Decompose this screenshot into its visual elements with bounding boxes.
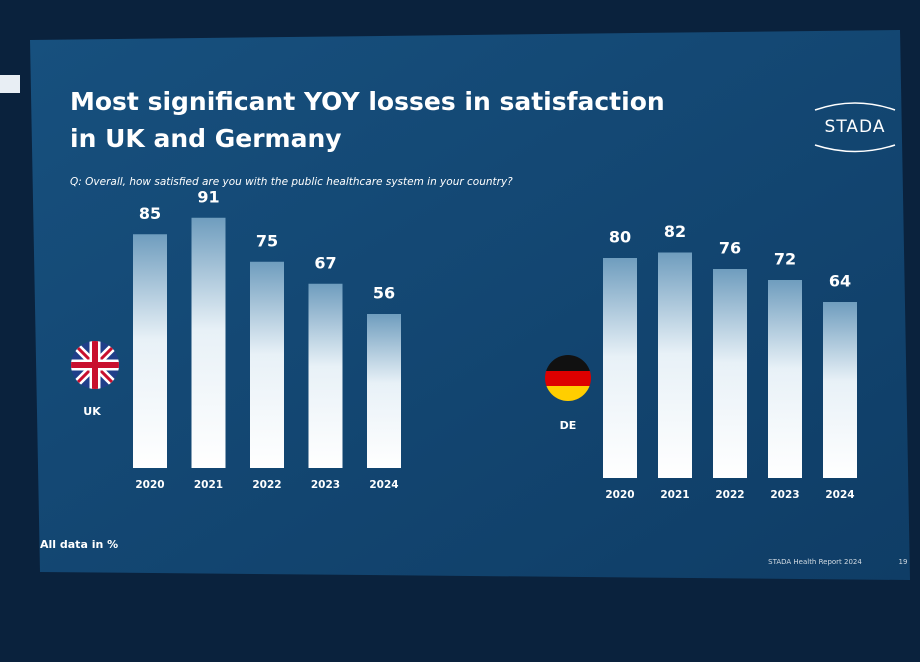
source: STADA Health Report 2024 (768, 558, 862, 566)
country-label: DE (560, 419, 577, 432)
page-number: 19 (899, 558, 908, 566)
x-tick-label: 2022 (252, 479, 281, 491)
value-label: 56 (373, 284, 395, 303)
value-label: 85 (139, 204, 161, 223)
x-tick-label: 2022 (715, 489, 744, 501)
value-label: 80 (609, 228, 631, 247)
bar (823, 302, 857, 478)
logo-arc (814, 102, 896, 153)
value-label: 75 (256, 231, 278, 250)
bar (603, 258, 637, 478)
title: Most significant YOY losses in satisfact… (70, 87, 665, 116)
x-tick-label: 2020 (605, 489, 634, 501)
bar (191, 217, 226, 468)
x-tick-label: 2020 (135, 479, 164, 491)
x-tick-label: 2023 (311, 479, 340, 491)
bar (133, 234, 167, 468)
x-tick-label: 2024 (825, 489, 854, 501)
bar (658, 252, 692, 478)
note: All data in % (40, 538, 118, 551)
de-flag (545, 355, 591, 401)
x-tick-label: 2024 (369, 479, 398, 491)
value-label: 72 (774, 250, 796, 269)
bar (713, 269, 747, 478)
bar (768, 280, 802, 478)
logo: STADA (825, 117, 886, 137)
value-label: 91 (197, 187, 219, 206)
uk-flag (71, 341, 119, 389)
value-label: 82 (664, 222, 686, 241)
title: in UK and Germany (70, 124, 342, 153)
x-tick-label: 2021 (194, 479, 223, 491)
question: Q: Overall, how satisfied are you with t… (70, 176, 513, 188)
bar (367, 314, 401, 468)
value-label: 64 (829, 272, 851, 291)
country-label: UK (83, 405, 101, 418)
value-label: 67 (314, 253, 336, 272)
value-label: 76 (719, 239, 741, 258)
x-tick-label: 2021 (660, 489, 689, 501)
bar (250, 261, 284, 468)
x-tick-label: 2023 (770, 489, 799, 501)
bar (308, 283, 343, 468)
edge-icon (0, 75, 20, 93)
